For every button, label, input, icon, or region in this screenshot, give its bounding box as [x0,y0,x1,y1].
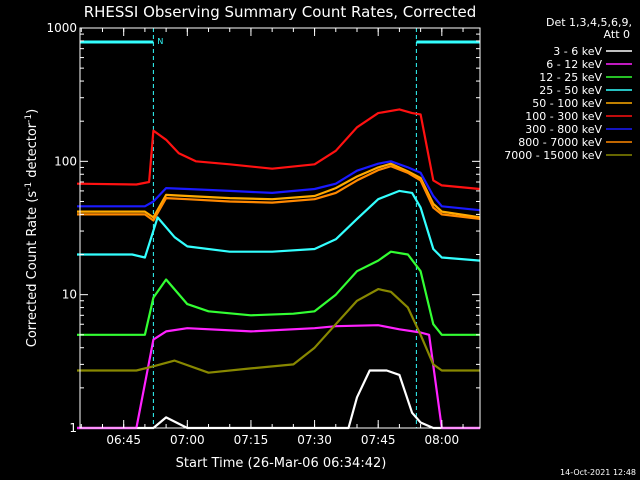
y-tick-label: 1 [69,421,77,435]
series-line-6 [77,160,481,212]
legend-title-line1: Det 1,3,4,5,6,9, [546,16,632,29]
x-tick-label: 07:00 [170,433,205,447]
legend-label-2: 12 - 25 keV [539,71,602,84]
legend-label-5: 100 - 300 keV [525,110,602,123]
series-line-3 [77,189,481,262]
legend-label-1: 6 - 12 keV [546,58,602,71]
chart-title: RHESSI Observing Summary Count Rates, Co… [84,3,477,21]
plot-frame [79,27,481,429]
x-tick-label: 08:00 [425,433,460,447]
series-layer [76,108,481,430]
legend-label-0: 3 - 6 keV [553,45,602,58]
series-line-4 [77,162,481,219]
legend-label-7: 800 - 7000 keV [518,136,602,149]
y-axis-label-sup1: -1 [24,182,34,191]
y-axis-label-base: Corrected Count Rate (s [25,191,40,348]
y-tick-label: 100 [54,154,77,168]
legend-label-6: 300 - 800 keV [525,123,602,136]
series-line-2 [77,250,480,336]
series-line-0 [77,369,480,430]
series-line-5 [76,108,481,191]
x-tick-label: 07:30 [297,433,332,447]
night-marker: N [157,37,163,46]
x-axis-label: Start Time (26-Mar-06 06:34:42) [176,456,387,471]
x-tick-label: 07:15 [234,433,269,447]
night-intervals: N [79,28,481,428]
axes: 1 10 100 1000 06:45 07:00 07:15 07:30 07:45 08:00 [46,21,481,447]
series-line-8 [77,288,480,374]
legend-title-line2: Att 0 [604,28,630,41]
y-tick-label: 10 [62,288,77,302]
x-tick-label: 07:45 [361,433,396,447]
y-axis-label: Corrected Count Rate (s-1 detector-1) [24,109,40,347]
legend-label-4: 50 - 100 keV [532,97,602,110]
series-line-7 [77,165,481,222]
footer-date: 14-Oct-2021 12:48 [560,468,636,477]
series-line-1 [77,324,480,430]
y-tick-label: 1000 [46,21,77,35]
y-axis-label-mid: detector [25,122,40,182]
legend-label-3: 25 - 50 keV [539,84,602,97]
y-axis-label-end: ) [25,109,40,114]
y-axis-label-sup2: -1 [24,114,34,123]
legend-label-8: 7000 - 15000 keV [504,149,602,162]
x-tick-label: 06:45 [106,433,141,447]
